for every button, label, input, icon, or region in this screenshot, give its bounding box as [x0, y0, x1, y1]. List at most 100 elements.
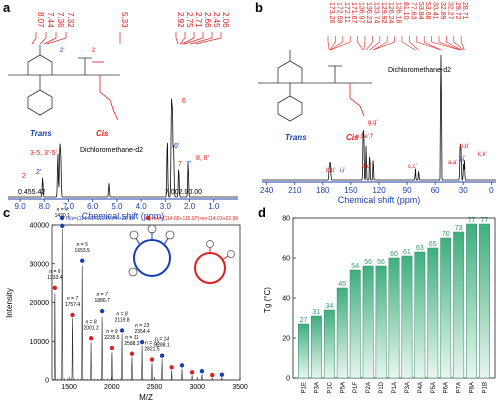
axis-c-ytick-label: 40000: [30, 223, 50, 230]
assign-label: e,f,e',f': [356, 134, 373, 140]
tg-bar: [336, 287, 348, 379]
series-point: [189, 370, 195, 375]
assign-label: g,g': [368, 120, 378, 126]
assign-label: 2: [22, 173, 26, 180]
peak-label-connector: [401, 36, 416, 51]
tg-bar-category: P2A: [366, 382, 372, 393]
peak-label: 7.32: [66, 12, 75, 28]
series-point: [70, 312, 75, 318]
peak-n-label: n = 8: [116, 312, 127, 318]
peak-label: 53.84: [417, 2, 424, 20]
axis-d-ylabel: Tg (°C): [263, 287, 272, 313]
peak-n-label: n = 4: [57, 207, 68, 213]
peak-label: 8.07: [36, 12, 45, 28]
peak-label: 136.23: [365, 2, 372, 24]
tg-bar-value: 56: [377, 259, 385, 266]
tg-bar-category: P3A: [405, 382, 411, 393]
axis-c-xtick-label: 2000: [104, 384, 120, 391]
series-point: [210, 372, 215, 378]
tg-bar: [375, 265, 387, 379]
axis-a-tick-label: 5.0: [111, 202, 123, 211]
axis-b-title: Chemical shift (ppm): [338, 195, 421, 205]
tg-bar-value: 27: [300, 317, 308, 324]
peak-mz-label: 1333.4: [47, 275, 63, 281]
peak-label-mid: 5.33: [120, 12, 129, 28]
assign-label: 2: [92, 48, 96, 54]
peak-label-connector: [409, 36, 419, 51]
peak-label-connector: [460, 36, 465, 51]
series-point: [149, 357, 155, 362]
tg-bar: [298, 323, 309, 379]
peak-label-connector: [363, 36, 366, 51]
peak-label-connector: [330, 36, 351, 51]
axis-b-tick-label: 60: [431, 186, 440, 195]
peak-label-connector: [373, 36, 388, 51]
axis-d-ytick-label: 40: [282, 296, 290, 303]
peak-label: 7.44: [46, 12, 55, 28]
axis-b-tick-label: 210: [288, 186, 302, 195]
assign-label: k,k': [478, 152, 487, 158]
tg-bar-value: 77: [481, 217, 489, 224]
axis-a-tick-label: 8.0: [39, 202, 51, 211]
peak-n-label: n = 7: [67, 296, 78, 302]
axis-b-tick-label: 120: [372, 186, 386, 195]
axis-c-ylabel: Intensity: [5, 288, 14, 318]
peak-label-right-connectors: [175, 32, 222, 45]
peak-label: 81.10: [402, 2, 409, 20]
isomer-cis-label-b: Cis: [346, 133, 359, 142]
series-point: [52, 285, 58, 291]
tg-bar-value: 77: [468, 217, 476, 224]
panel-b-peak-labels: 173.26 172.58 172.11 171.67 136.97 136.23 133.…: [327, 2, 468, 51]
assign-label: 7: [178, 161, 182, 168]
cyclic-structure-red: [194, 240, 235, 284]
axis-c-ytick-label: 20000: [30, 300, 50, 307]
series-point: [179, 363, 185, 368]
axis-c-xtick-label: 1500: [61, 384, 77, 391]
series-point: [199, 368, 205, 374]
axis-a-tick-label: 9.0: [15, 202, 27, 211]
peak-mz-label: 2354.4: [134, 329, 150, 335]
spectrum-b-trace: [262, 54, 496, 181]
peak-n-label: n = 9: [106, 329, 117, 335]
axis-a-tick-label: 3.0: [160, 202, 172, 211]
axis-c-ytick-label: 0: [45, 378, 49, 385]
panel-a-letter: a: [3, 0, 11, 15]
peak-mz-label: 2001.2: [83, 325, 99, 331]
tg-bar-value: 65: [429, 241, 437, 248]
assign-label: h,h': [460, 144, 470, 150]
peak-label-connector: [369, 36, 381, 51]
peak-n-label: n = 11: [125, 335, 139, 341]
legend-blue-dot: [59, 215, 65, 221]
peak-label: 29.72: [454, 2, 461, 20]
solvent-label-b: Dichloromethane-d2: [388, 67, 451, 74]
tg-bar-value: 61: [403, 249, 411, 256]
assign-label: a,a': [448, 160, 458, 166]
assign-label: 6: [182, 98, 186, 105]
panel-b-molecule: [258, 50, 372, 122]
series-point: [159, 353, 165, 358]
panel-d: d 27 P1E 31 P3A 34 P1C 45 P5A 54 P1F 56 P2A 56 P1D 60 P…: [258, 205, 496, 394]
axis-a-tick-label: 4.0: [136, 202, 148, 211]
tg-bar-category: P7A: [457, 382, 463, 393]
series-point: [219, 372, 225, 377]
tg-bar-category: P6A: [444, 382, 450, 393]
tg-bar-category: P1E: [301, 382, 307, 393]
peak-label-connector: [416, 36, 441, 51]
tg-bar-value: 70: [442, 231, 450, 238]
series-point: [60, 223, 65, 229]
peak-label: 33.41: [432, 2, 439, 20]
peak-n-label: n = 8: [85, 319, 96, 325]
tg-bar-value: 54: [351, 263, 359, 270]
panel-a-peak-labels-right: 2.92 2.75 2.71 2.66 2.45 2.06: [176, 12, 230, 28]
axis-b-tick-label: 30: [459, 186, 468, 195]
peak-label: 2.66: [203, 12, 212, 28]
assign-label: 3-5, 3'-5': [30, 150, 57, 157]
tg-bar: [414, 251, 426, 379]
axis-b-tick-label: 90: [403, 186, 412, 195]
legend-red-label: m/z=(114.03+115.07)×n+114.03+22.99: [152, 216, 238, 222]
solvent-label-a: Dichloromethane-d2: [80, 147, 143, 154]
series-point: [119, 328, 125, 333]
assign-label: 2': [60, 48, 64, 54]
peak-label: 32.89: [439, 2, 446, 20]
